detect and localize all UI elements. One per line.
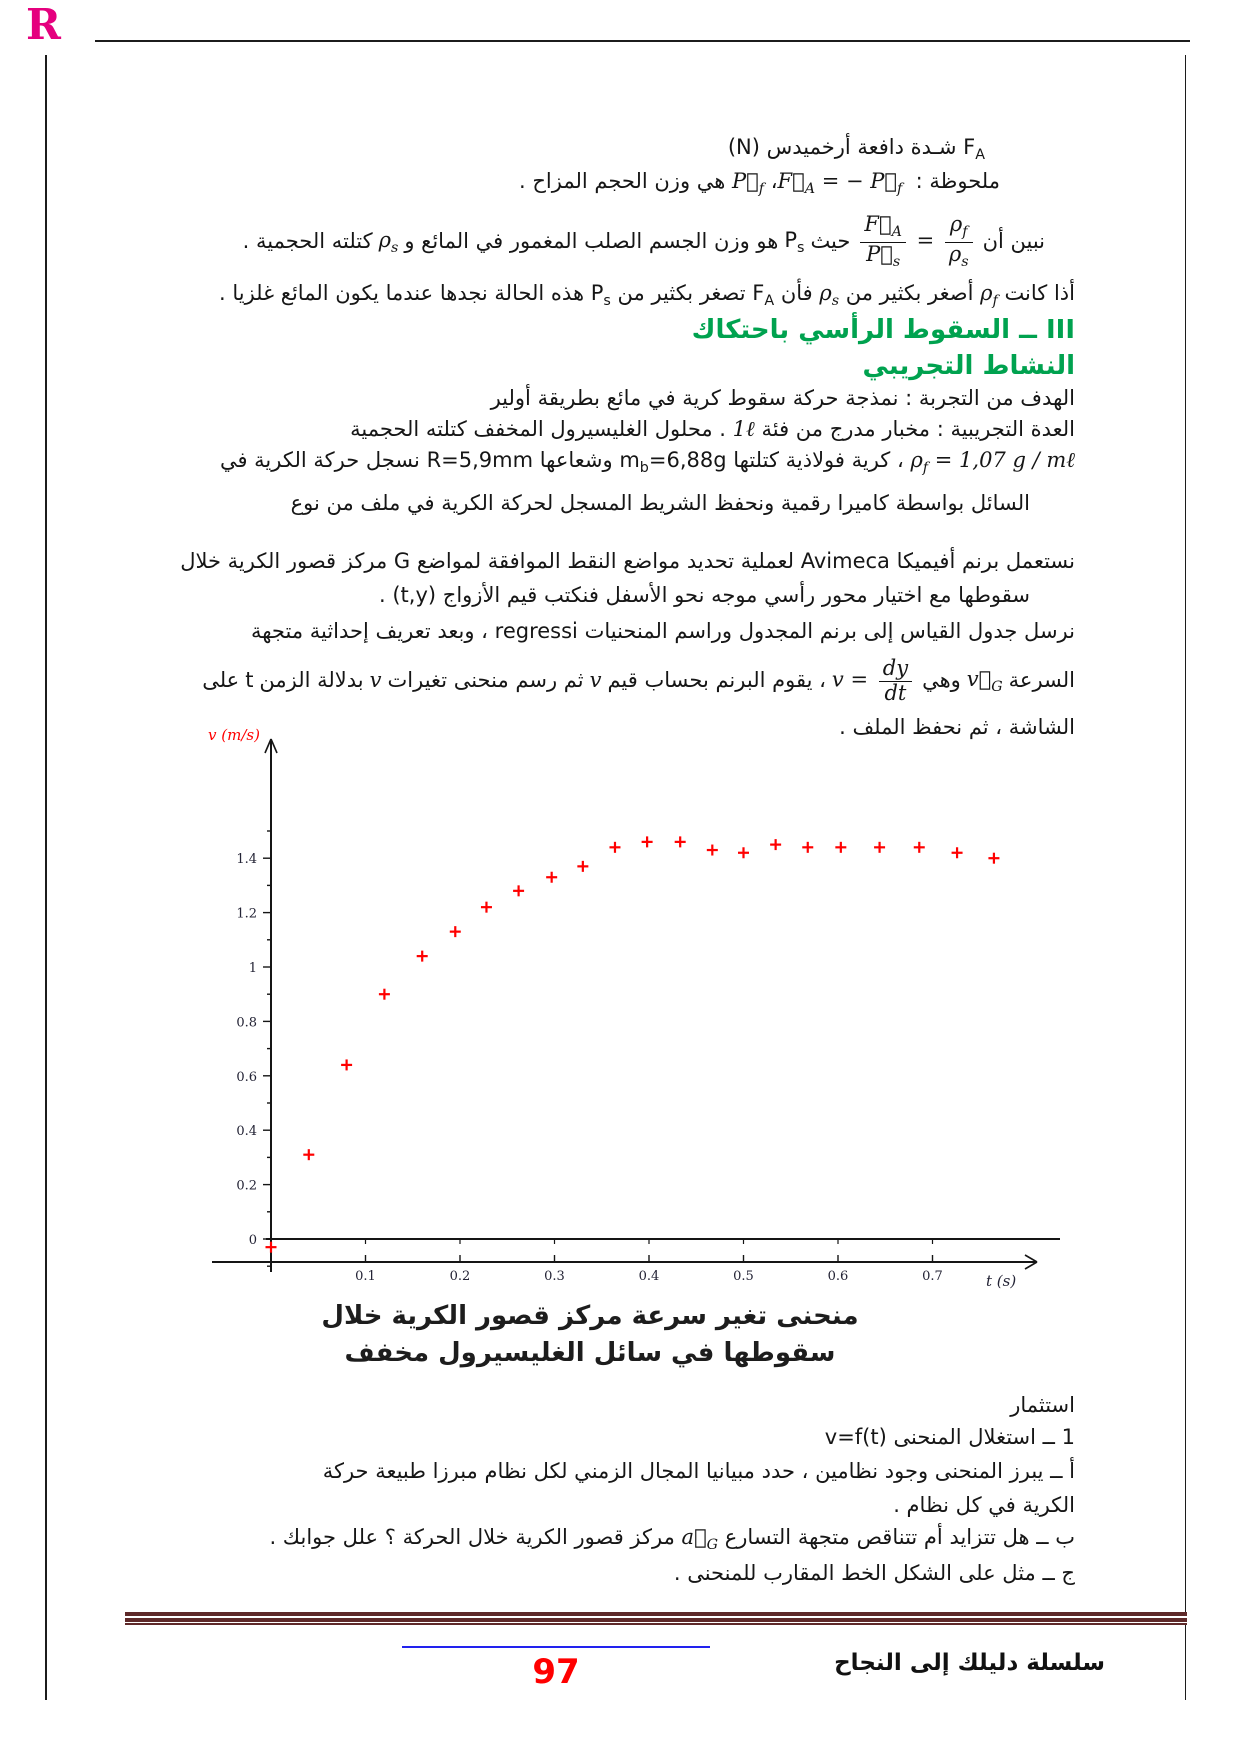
question-1: 1 ــ استغلال المنحنى v=f(t) [824, 1425, 1075, 1449]
svg-text:0.4: 0.4 [639, 1269, 660, 1284]
symbol-rho-s: ρs [378, 227, 399, 256]
formula-fa-equals-minus-pf: F⃗A = − P⃗f [777, 169, 903, 198]
symbol-vector-aG: a⃗G [681, 1525, 719, 1554]
software-regressi: regressi [494, 619, 578, 643]
svg-text:1.4: 1.4 [236, 852, 257, 867]
svg-text:v (m/s): v (m/s) [208, 726, 260, 744]
velocity-time-chart: 0 0.2 0.4 0.6 0.8 1 1.2 1.4 0.1 0.2 0.3 0.4 0.5 0.6 0.… [180, 724, 1152, 1324]
svg-text:t (s): t (s) [986, 1272, 1016, 1290]
line-gas-case: أذا كانت ρf أصغر بكثير من ρs فأن FA تصغر… [218, 281, 1075, 310]
left-border-line [45, 55, 47, 1700]
symbol-Ps: Ps [784, 227, 805, 256]
svg-text:0.5: 0.5 [733, 1269, 754, 1284]
software-avimeca: Avimeca [800, 549, 890, 573]
line-archimedes-force: FA شـدة دافعة أرخميدس (N) [727, 135, 985, 164]
footer-blue-line [402, 1646, 710, 1648]
svg-text:0: 0 [249, 1233, 257, 1248]
symbol-one-liter: 1ℓ [732, 417, 755, 441]
line-avimeca: نستعمل برنم أفيميكا Avimeca لعملية تحديد… [180, 549, 1075, 573]
symbol-rho-s2: ρs [819, 281, 840, 310]
line-ratio-relation: نبين أن F⃗A P⃗s = ρf ρs حيث Ps هو وزن الجس… [242, 212, 1045, 271]
line-regressi: نرسل جدول القياس إلى برنم المجدول وراسم … [250, 619, 1075, 643]
line-goal: الهدف من التجربة : نمذجة حركة سقوط كرية … [490, 386, 1075, 410]
symbol-FA: FA [963, 135, 985, 164]
question-a-cont: الكرية في كل نظام . [893, 1493, 1075, 1517]
section-heading-experiment: النشاط التجريبي [862, 351, 1075, 381]
symbol-vector-vG: v⃗G [966, 666, 1003, 695]
svg-text:0.1: 0.1 [355, 1269, 376, 1284]
svg-text:0.4: 0.4 [236, 1124, 257, 1139]
heading-exploitation: استثمار [1010, 1393, 1075, 1417]
formula-force-density-ratio: F⃗A P⃗s = ρf ρs [856, 213, 976, 271]
line-equipment: العدة التجريبية : مخبار مدرج من فئة 1ℓ .… [350, 417, 1075, 441]
svg-text:0.3: 0.3 [544, 1269, 565, 1284]
formula-rho-value: ρf = 1,07 g / mℓ [910, 448, 1075, 477]
svg-text:0.6: 0.6 [828, 1269, 849, 1284]
line-axis-choice: سقوطها مع اختيار محور رأسي موجه نحو الأس… [378, 583, 1030, 607]
svg-text:0.7: 0.7 [922, 1269, 943, 1284]
chart-caption-line2: سقوطها في سائل الغليسيرول مخفف [344, 1338, 836, 1368]
line-camera: السائل بواسطة كاميرا رقمية ونحفظ الشريط … [290, 491, 1030, 515]
formula-pf: P⃗f [732, 169, 765, 198]
footer-separator-bar [125, 1612, 1187, 1625]
symbol-rho-f: ρf [980, 281, 998, 310]
question-a: أ ــ يبرز المنحنى وجود نظامين ، حدد مبيا… [322, 1459, 1075, 1483]
symbol-v2: v [369, 668, 382, 693]
line-save-file: الشاشة ، ثم نحفظ الملف . [839, 715, 1075, 739]
svg-text:0.6: 0.6 [236, 1070, 257, 1085]
svg-text:0.2: 0.2 [236, 1179, 257, 1194]
chart-caption-line1: منحنى تغير سرعة مركز قصور الكرية خلال [321, 1301, 859, 1331]
symbol-G: G [393, 549, 411, 573]
velocity-chart-svg: 0 0.2 0.4 0.6 0.8 1 1.2 1.4 0.1 0.2 0.3 0.4 0.5 0.6 0.… [208, 726, 1152, 1290]
symbol-t: t [245, 668, 254, 693]
page-number: 97 [532, 1652, 580, 1692]
formula-v-f-t: v=f(t) [824, 1425, 887, 1449]
symbol-Ps2: Ps [590, 281, 611, 310]
symbol-mass-value: mb=6,88g [619, 448, 727, 477]
svg-text:1.2: 1.2 [236, 907, 257, 922]
line-density-ball: ρf = 1,07 g / mℓ ، كرية فولاذية كتلتها m… [219, 448, 1075, 477]
question-b: ب ــ هل تتزايد أم تتناقص متجهة التسارع a… [269, 1525, 1075, 1554]
svg-text:0.2: 0.2 [450, 1269, 471, 1284]
section-heading-vertical-fall: III ــ السقوط الرأسي باحتكاك [691, 315, 1075, 345]
top-rule [95, 40, 1190, 42]
unit-newton: (N) [727, 135, 760, 159]
question-c: ج ــ مثل على الشكل الخط المقارب للمنحنى … [673, 1561, 1075, 1585]
symbol-v: v [589, 668, 602, 693]
publisher-logo-r: R [26, 0, 61, 49]
series-title: سلسلة دليلك إلى النجاح [834, 1650, 1105, 1676]
line-velocity-definition: السرعة v⃗G وهي v = dy dt ، يقوم البرنم بح… [202, 655, 1075, 705]
svg-text:0.8: 0.8 [236, 1015, 257, 1030]
symbol-radius-value: R=5,9mm [426, 448, 534, 472]
right-border-line [1185, 55, 1186, 1700]
symbol-FA2: FA [752, 281, 775, 310]
svg-text:1: 1 [249, 961, 257, 976]
symbol-ty-pairs: (t,y) [392, 583, 437, 607]
formula-v-dy-dt: v = dy dt [832, 656, 916, 705]
line-remark: ملحوظة : F⃗A = − P⃗f ، P⃗f هي وزن الحجم … [519, 169, 1000, 198]
